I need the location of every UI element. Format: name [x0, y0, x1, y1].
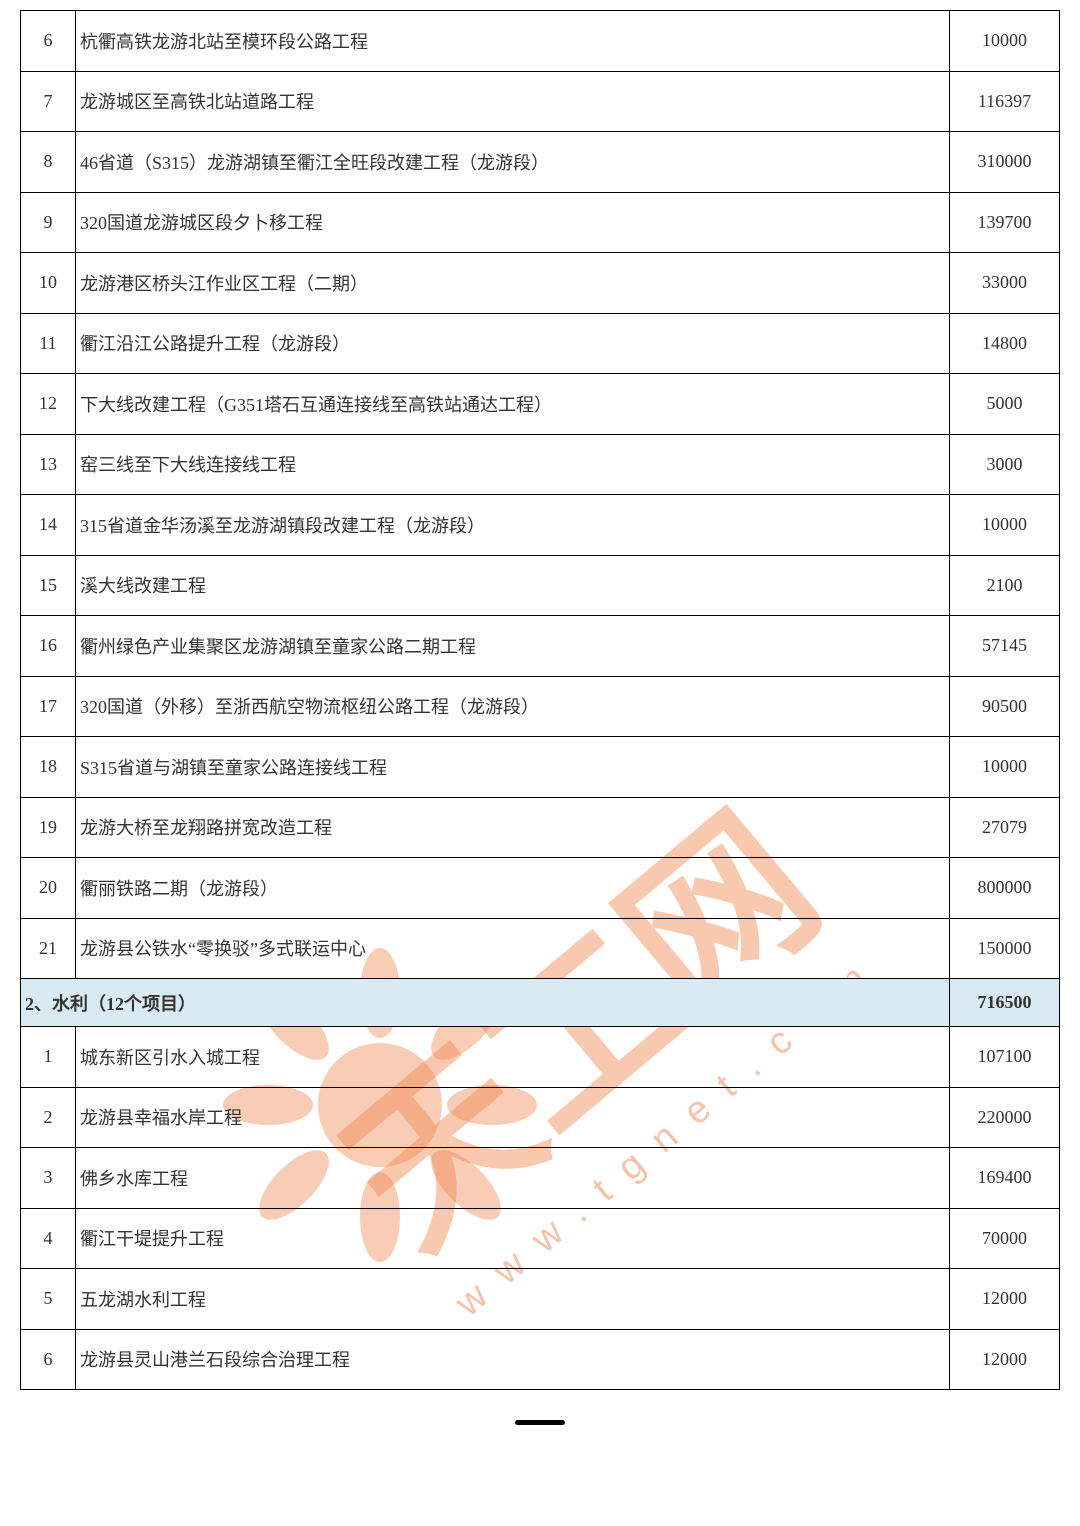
project-amount: 12000 [950, 1329, 1060, 1390]
row-number: 20 [21, 858, 76, 919]
project-amount: 90500 [950, 676, 1060, 737]
table-row: 19龙游大桥至龙翔路拼宽改造工程27079 [21, 797, 1060, 858]
row-number: 1 [21, 1027, 76, 1088]
project-name: 下大线改建工程（G351塔石互通连接线至高铁站通达工程） [76, 374, 950, 435]
row-number: 8 [21, 132, 76, 193]
project-amount: 139700 [950, 192, 1060, 253]
table-row: 14315省道金华汤溪至龙游湖镇段改建工程（龙游段）10000 [21, 495, 1060, 556]
row-number: 4 [21, 1208, 76, 1269]
table-row: 6杭衢高铁龙游北站至模环段公路工程10000 [21, 11, 1060, 72]
table-row: 21龙游县公铁水“零换驳”多式联运中心150000 [21, 918, 1060, 979]
project-name: 龙游县公铁水“零换驳”多式联运中心 [76, 918, 950, 979]
table-row: 6龙游县灵山港兰石段综合治理工程12000 [21, 1329, 1060, 1390]
project-amount: 27079 [950, 797, 1060, 858]
bottom-indicator [515, 1420, 565, 1425]
table-row: 846省道（S315）龙游湖镇至衢江全旺段改建工程（龙游段）310000 [21, 132, 1060, 193]
row-number: 18 [21, 737, 76, 798]
row-number: 3 [21, 1148, 76, 1209]
project-amount: 3000 [950, 434, 1060, 495]
project-amount: 5000 [950, 374, 1060, 435]
project-name: 衢江干堤提升工程 [76, 1208, 950, 1269]
project-name: 五龙湖水利工程 [76, 1269, 950, 1330]
project-amount: 14800 [950, 313, 1060, 374]
project-name: 320国道（外移）至浙西航空物流枢纽公路工程（龙游段） [76, 676, 950, 737]
row-number: 14 [21, 495, 76, 556]
row-number: 11 [21, 313, 76, 374]
table-row: 1城东新区引水入城工程107100 [21, 1027, 1060, 1088]
section-title: 2、水利（12个项目） [21, 979, 950, 1027]
project-amount: 220000 [950, 1087, 1060, 1148]
row-number: 5 [21, 1269, 76, 1330]
project-amount: 800000 [950, 858, 1060, 919]
project-amount: 116397 [950, 71, 1060, 132]
table-row: 5五龙湖水利工程12000 [21, 1269, 1060, 1330]
row-number: 19 [21, 797, 76, 858]
project-amount: 310000 [950, 132, 1060, 193]
project-amount: 169400 [950, 1148, 1060, 1209]
table-row: 16衢州绿色产业集聚区龙游湖镇至童家公路二期工程57145 [21, 616, 1060, 677]
project-amount: 70000 [950, 1208, 1060, 1269]
table-row: 11衢江沿江公路提升工程（龙游段）14800 [21, 313, 1060, 374]
table-row: 7龙游城区至高铁北站道路工程116397 [21, 71, 1060, 132]
row-number: 12 [21, 374, 76, 435]
project-name: 城东新区引水入城工程 [76, 1027, 950, 1088]
project-name: 46省道（S315）龙游湖镇至衢江全旺段改建工程（龙游段） [76, 132, 950, 193]
table-row: 18S315省道与湖镇至童家公路连接线工程10000 [21, 737, 1060, 798]
project-name: 衢州绿色产业集聚区龙游湖镇至童家公路二期工程 [76, 616, 950, 677]
table-row: 20衢丽铁路二期（龙游段）800000 [21, 858, 1060, 919]
project-name: 衢江沿江公路提升工程（龙游段） [76, 313, 950, 374]
project-amount: 10000 [950, 737, 1060, 798]
row-number: 17 [21, 676, 76, 737]
project-name: 龙游大桥至龙翔路拼宽改造工程 [76, 797, 950, 858]
project-name: 杭衢高铁龙游北站至模环段公路工程 [76, 11, 950, 72]
row-number: 6 [21, 1329, 76, 1390]
project-name: 龙游港区桥头江作业区工程（二期） [76, 253, 950, 314]
project-name: 龙游县幸福水岸工程 [76, 1087, 950, 1148]
project-table: 6杭衢高铁龙游北站至模环段公路工程100007龙游城区至高铁北站道路工程1163… [20, 10, 1060, 1390]
section-header-row: 2、水利（12个项目）716500 [21, 979, 1060, 1027]
project-amount: 2100 [950, 555, 1060, 616]
row-number: 16 [21, 616, 76, 677]
project-name: 衢丽铁路二期（龙游段） [76, 858, 950, 919]
table-row: 3佛乡水库工程169400 [21, 1148, 1060, 1209]
project-name: 溪大线改建工程 [76, 555, 950, 616]
project-name: S315省道与湖镇至童家公路连接线工程 [76, 737, 950, 798]
project-amount: 150000 [950, 918, 1060, 979]
row-number: 10 [21, 253, 76, 314]
table-row: 13窑三线至下大线连接线工程3000 [21, 434, 1060, 495]
project-name: 315省道金华汤溪至龙游湖镇段改建工程（龙游段） [76, 495, 950, 556]
project-name: 龙游县灵山港兰石段综合治理工程 [76, 1329, 950, 1390]
row-number: 6 [21, 11, 76, 72]
row-number: 7 [21, 71, 76, 132]
project-name: 窑三线至下大线连接线工程 [76, 434, 950, 495]
row-number: 9 [21, 192, 76, 253]
project-amount: 33000 [950, 253, 1060, 314]
project-amount: 57145 [950, 616, 1060, 677]
row-number: 21 [21, 918, 76, 979]
project-name: 龙游城区至高铁北站道路工程 [76, 71, 950, 132]
section-amount: 716500 [950, 979, 1060, 1027]
table-row: 17320国道（外移）至浙西航空物流枢纽公路工程（龙游段）90500 [21, 676, 1060, 737]
table-row: 15溪大线改建工程2100 [21, 555, 1060, 616]
table-row: 10龙游港区桥头江作业区工程（二期）33000 [21, 253, 1060, 314]
row-number: 15 [21, 555, 76, 616]
table-row: 2龙游县幸福水岸工程220000 [21, 1087, 1060, 1148]
project-name: 佛乡水库工程 [76, 1148, 950, 1209]
table-row: 12下大线改建工程（G351塔石互通连接线至高铁站通达工程）5000 [21, 374, 1060, 435]
project-amount: 10000 [950, 495, 1060, 556]
project-amount: 10000 [950, 11, 1060, 72]
table-row: 4衢江干堤提升工程70000 [21, 1208, 1060, 1269]
table-row: 9320国道龙游城区段夕卜移工程139700 [21, 192, 1060, 253]
row-number: 13 [21, 434, 76, 495]
project-amount: 12000 [950, 1269, 1060, 1330]
row-number: 2 [21, 1087, 76, 1148]
project-name: 320国道龙游城区段夕卜移工程 [76, 192, 950, 253]
project-amount: 107100 [950, 1027, 1060, 1088]
